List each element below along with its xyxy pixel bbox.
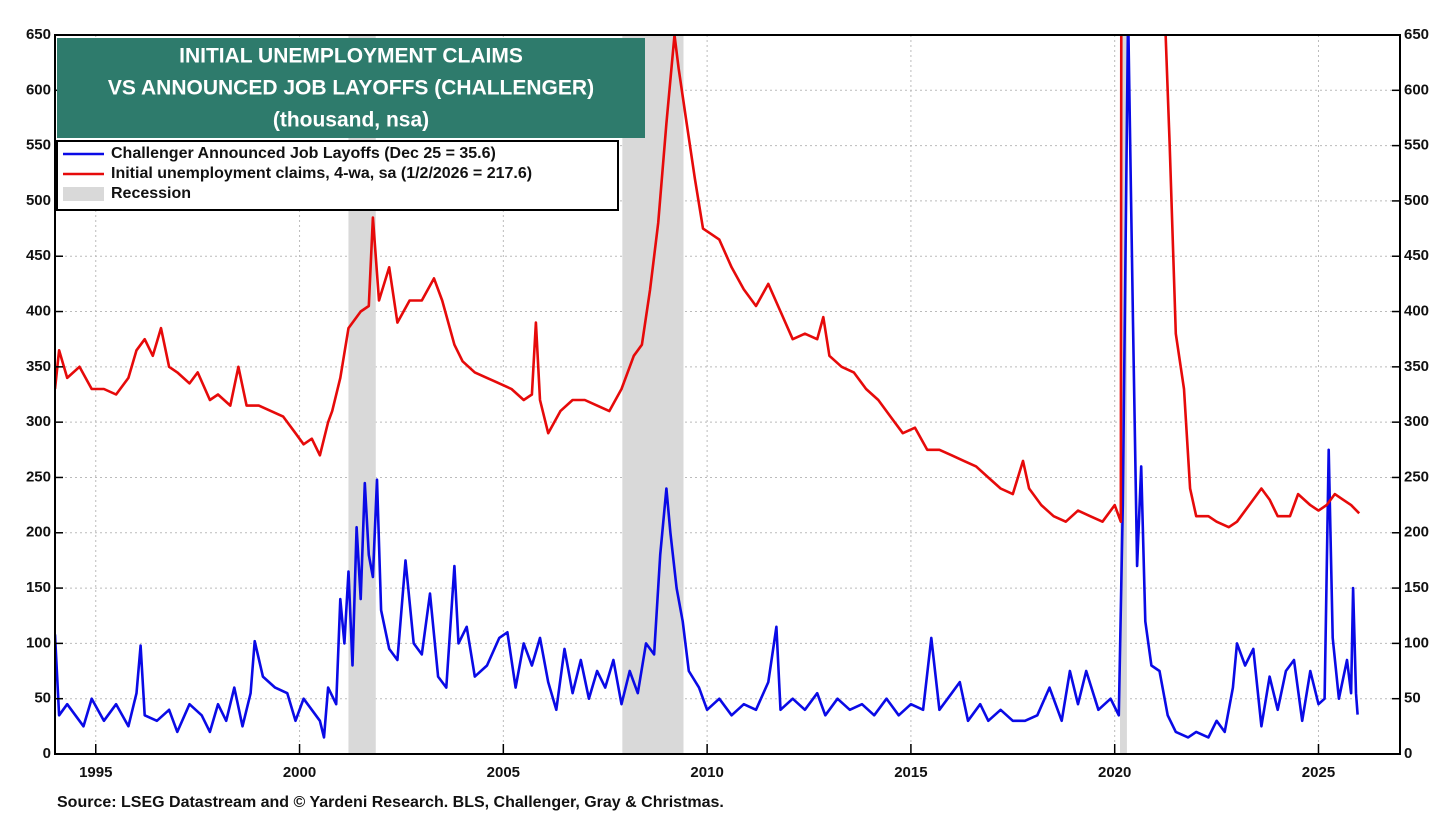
y-tick-label: 350 (26, 358, 51, 375)
y2-tick-label: 50 (1404, 690, 1421, 707)
x-tick-label: 1995 (79, 764, 112, 781)
legend-label: Recession (111, 185, 191, 202)
x-tick-label: 2025 (1302, 764, 1335, 781)
legend: Challenger Announced Job Layoffs (Dec 25… (63, 145, 532, 202)
y2-tick-label: 600 (1404, 81, 1429, 98)
y-tick-label: 200 (26, 524, 51, 541)
y2-tick-label: 400 (1404, 303, 1429, 320)
y2-tick-label: 150 (1404, 579, 1429, 596)
x-tick-label: 2000 (283, 764, 316, 781)
y2-tick-label: 650 (1404, 26, 1429, 43)
y2-tick-label: 500 (1404, 192, 1429, 209)
x-tick-label: 2015 (894, 764, 927, 781)
y2-tick-label: 350 (1404, 358, 1429, 375)
y-tick-label: 450 (26, 247, 51, 264)
plot-frame (54, 34, 1401, 755)
y-tick-label: 500 (26, 192, 51, 209)
y-tick-label: 650 (26, 26, 51, 43)
y2-tick-label: 200 (1404, 524, 1429, 541)
legend-swatch (63, 187, 104, 201)
y2-tick-label: 0 (1404, 745, 1412, 762)
y2-tick-label: 250 (1404, 468, 1429, 485)
y-tick-label: 0 (43, 745, 51, 762)
y-tick-label: 600 (26, 81, 51, 98)
x-tick-label: 2020 (1098, 764, 1131, 781)
series-line (55, 35, 1359, 739)
x-tick-label: 2010 (690, 764, 723, 781)
y2-tick-label: 450 (1404, 247, 1429, 264)
y-tick-label: 550 (26, 137, 51, 154)
y-tick-label: 50 (34, 690, 51, 707)
axes: 0 0 50 50 100 100 150 150 200 200 250 250 300 300 350 3… (26, 26, 1429, 781)
lines (55, 35, 1361, 739)
chart-subtitle: (thousand, nsa) (273, 109, 429, 132)
title-box (57, 38, 645, 138)
y2-tick-label: 550 (1404, 137, 1429, 154)
legend-label: Initial unemployment claims, 4-wa, sa (1… (111, 165, 532, 182)
y-tick-label: 150 (26, 579, 51, 596)
y2-tick-label: 300 (1404, 413, 1429, 430)
legend-box (56, 140, 619, 211)
source-note: Source: LSEG Datastream and © Yardeni Re… (57, 794, 724, 811)
recession-band (622, 35, 684, 754)
y-tick-label: 100 (26, 634, 51, 651)
series-line (55, 35, 1361, 529)
chart-title: VS ANNOUNCED JOB LAYOFFS (CHALLENGER) (108, 77, 594, 100)
y-tick-label: 300 (26, 413, 51, 430)
y-tick-label: 400 (26, 303, 51, 320)
legend-label: Challenger Announced Job Layoffs (Dec 25… (111, 145, 496, 162)
y-tick-label: 250 (26, 468, 51, 485)
x-tick-label: 2005 (487, 764, 520, 781)
y2-tick-label: 100 (1404, 634, 1429, 651)
chart-title: INITIAL UNEMPLOYMENT CLAIMS (179, 45, 523, 68)
